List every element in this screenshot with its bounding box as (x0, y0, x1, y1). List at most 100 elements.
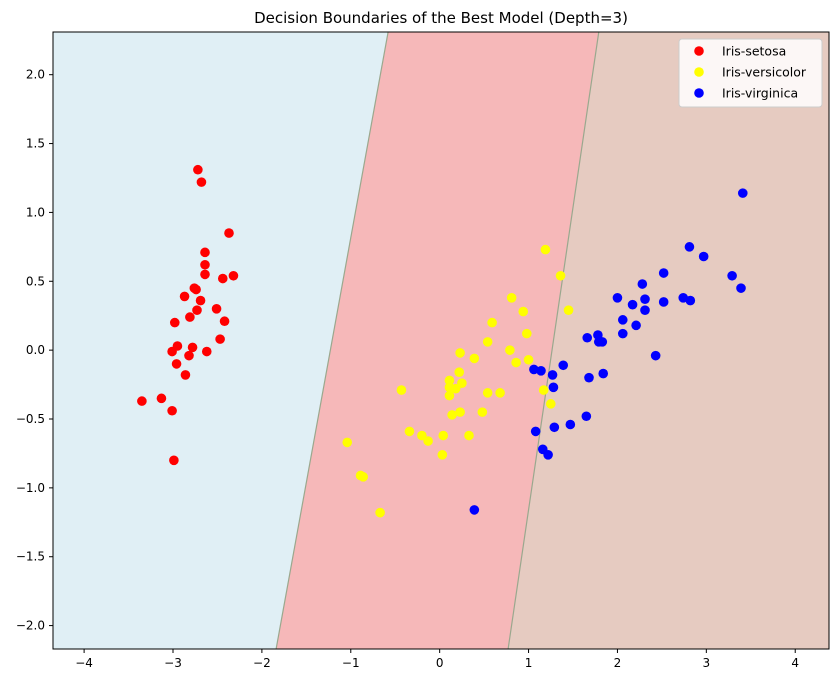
point-iris-virginica (547, 370, 558, 380)
legend-label-iris-setosa: Iris-setosa (722, 44, 786, 59)
x-tick-label: 1 (525, 656, 533, 670)
point-iris-versicolor (563, 305, 574, 316)
point-iris-setosa (217, 273, 228, 284)
point-iris-setosa (169, 455, 179, 466)
point-iris-versicolor (404, 426, 415, 437)
point-iris-versicolor (454, 367, 465, 377)
point-iris-virginica (658, 268, 669, 278)
point-iris-setosa (200, 259, 210, 270)
point-iris-versicolor (523, 354, 534, 365)
point-iris-virginica (529, 364, 539, 375)
point-iris-versicolor (455, 348, 465, 358)
y-tick-label: −0.5 (16, 412, 45, 426)
y-tick-label: −2.0 (16, 619, 45, 633)
point-iris-virginica (698, 251, 709, 262)
point-iris-versicolor (477, 407, 488, 417)
point-iris-virginica (658, 297, 669, 307)
point-iris-versicolor (444, 375, 455, 386)
point-iris-setosa (185, 312, 195, 322)
point-iris-setosa (200, 269, 210, 280)
point-iris-versicolor (455, 407, 465, 417)
point-iris-setosa (195, 295, 206, 306)
point-iris-versicolor (505, 345, 515, 355)
point-iris-virginica (530, 426, 541, 437)
point-iris-versicolor (555, 270, 566, 281)
point-iris-setosa (219, 316, 230, 327)
point-iris-virginica (598, 368, 609, 379)
point-iris-setosa (224, 228, 234, 238)
point-iris-versicolor (482, 388, 493, 398)
point-iris-versicolor (469, 353, 480, 364)
point-iris-virginica (627, 299, 638, 310)
point-iris-virginica (736, 283, 746, 293)
point-iris-setosa (171, 359, 182, 369)
point-iris-setosa (156, 393, 167, 404)
point-iris-virginica (684, 242, 695, 252)
point-iris-virginica (727, 270, 737, 281)
chart-title: Decision Boundaries of the Best Model (D… (254, 9, 628, 27)
point-iris-setosa (201, 346, 212, 357)
region-iris-virginica (508, 32, 829, 649)
x-tick-label: −4 (75, 656, 93, 670)
x-tick-label: 4 (791, 656, 799, 670)
boundary-line-1 (275, 32, 389, 649)
point-iris-virginica (582, 332, 593, 343)
region-iris-versicolor (276, 32, 599, 649)
point-iris-setosa (137, 396, 147, 406)
point-iris-setosa (200, 247, 210, 258)
point-iris-setosa (192, 305, 202, 316)
point-iris-versicolor (450, 383, 461, 394)
point-iris-versicolor (437, 450, 448, 460)
x-tick-label: 3 (703, 656, 711, 670)
point-iris-versicolor (538, 385, 549, 395)
point-iris-versicolor (540, 244, 551, 255)
x-tick-label: −1 (342, 656, 360, 670)
point-iris-versicolor (417, 430, 427, 441)
point-iris-setosa (169, 317, 180, 328)
point-iris-virginica (548, 382, 559, 393)
legend-marker-iris-versicolor (694, 67, 704, 77)
point-iris-versicolor (495, 388, 505, 398)
point-iris-versicolor (464, 430, 474, 441)
point-iris-virginica (685, 295, 696, 306)
point-iris-setosa (211, 304, 222, 314)
x-tick-label: −3 (164, 656, 182, 670)
point-iris-virginica (469, 505, 480, 515)
y-tick-label: −1.5 (16, 550, 45, 564)
x-tick-label: 2 (614, 656, 622, 670)
point-iris-versicolor (423, 436, 433, 446)
point-iris-virginica (617, 328, 628, 339)
legend: Iris-setosa Iris-versicolor Iris-virginica (678, 38, 823, 108)
point-iris-virginica (584, 372, 594, 383)
y-tick-label: 2.0 (26, 68, 45, 82)
point-iris-virginica (565, 419, 576, 430)
point-iris-versicolor (482, 337, 493, 347)
point-iris-setosa (215, 334, 225, 344)
point-iris-virginica (637, 279, 648, 289)
y-tick-label: 0.0 (26, 343, 45, 357)
point-iris-virginica (612, 293, 623, 303)
x-axis: −4 −3 −2 −1 0 1 2 3 4 (75, 649, 799, 670)
point-iris-versicolor (506, 293, 517, 303)
legend-label-iris-virginica: Iris-virginica (722, 86, 798, 101)
point-iris-virginica (617, 315, 628, 325)
point-iris-virginica (640, 305, 650, 316)
point-iris-versicolor (511, 357, 521, 368)
point-iris-virginica (558, 360, 569, 371)
point-iris-setosa (191, 284, 201, 295)
x-tick-label: 0 (436, 656, 444, 670)
y-tick-label: 0.5 (26, 274, 45, 288)
point-iris-setosa (228, 270, 239, 281)
y-axis: −2.0 −1.5 −1.0 −0.5 0.0 0.5 1.0 1.5 2.0 (16, 68, 53, 633)
point-iris-versicolor (457, 378, 467, 388)
point-iris-setosa (179, 291, 190, 302)
boundary-line-2 (507, 32, 600, 649)
point-iris-setosa (184, 350, 194, 361)
x-tick-label: −2 (253, 656, 271, 670)
legend-marker-iris-setosa (694, 46, 704, 56)
point-iris-setosa (193, 164, 203, 175)
point-iris-versicolor (342, 437, 353, 448)
point-iris-versicolor (396, 385, 407, 395)
point-iris-versicolor (438, 430, 449, 441)
